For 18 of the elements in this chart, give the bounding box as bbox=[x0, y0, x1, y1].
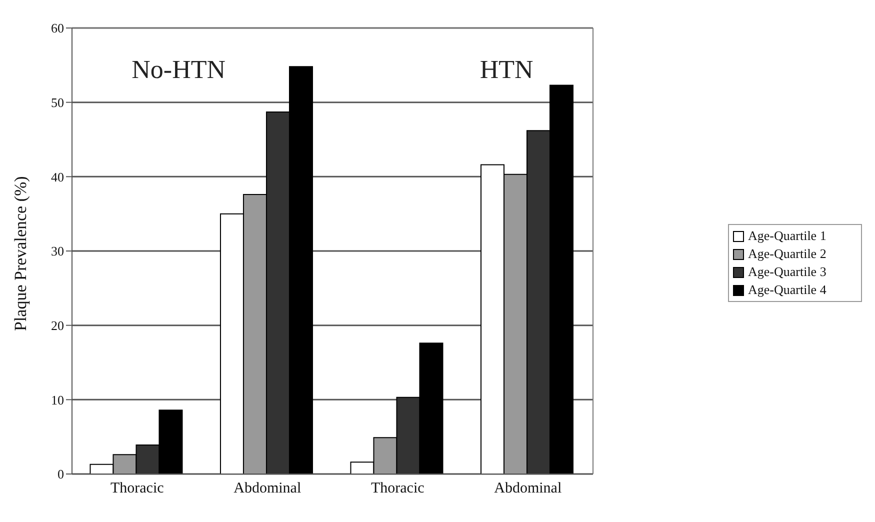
legend-label: Age-Quartile 4 bbox=[748, 281, 826, 299]
x-tick-label: Thoracic bbox=[370, 480, 425, 497]
y-tick-label: 0 bbox=[58, 466, 64, 482]
y-tick-label: 40 bbox=[51, 169, 64, 184]
y-tick-label: 20 bbox=[51, 318, 64, 333]
x-tick-label: Abdominal bbox=[234, 480, 302, 497]
x-tick-label: Abdominal bbox=[494, 480, 562, 497]
legend-label: Age-Quartile 1 bbox=[748, 227, 826, 245]
legend-label: Age-Quartile 2 bbox=[748, 245, 826, 263]
annotation: No-HTN bbox=[130, 55, 227, 85]
y-tick-label: 60 bbox=[51, 20, 64, 36]
y-tick-label: 50 bbox=[51, 94, 64, 110]
y-axis-title: Plaque Prevalence (%) bbox=[11, 176, 30, 331]
legend-label: Age-Quartile 3 bbox=[748, 263, 826, 281]
annotation: HTN bbox=[478, 55, 534, 85]
x-tick-label: Thoracic bbox=[110, 480, 164, 497]
y-tick-label: 30 bbox=[51, 244, 64, 259]
y-tick-label: 10 bbox=[51, 392, 64, 408]
